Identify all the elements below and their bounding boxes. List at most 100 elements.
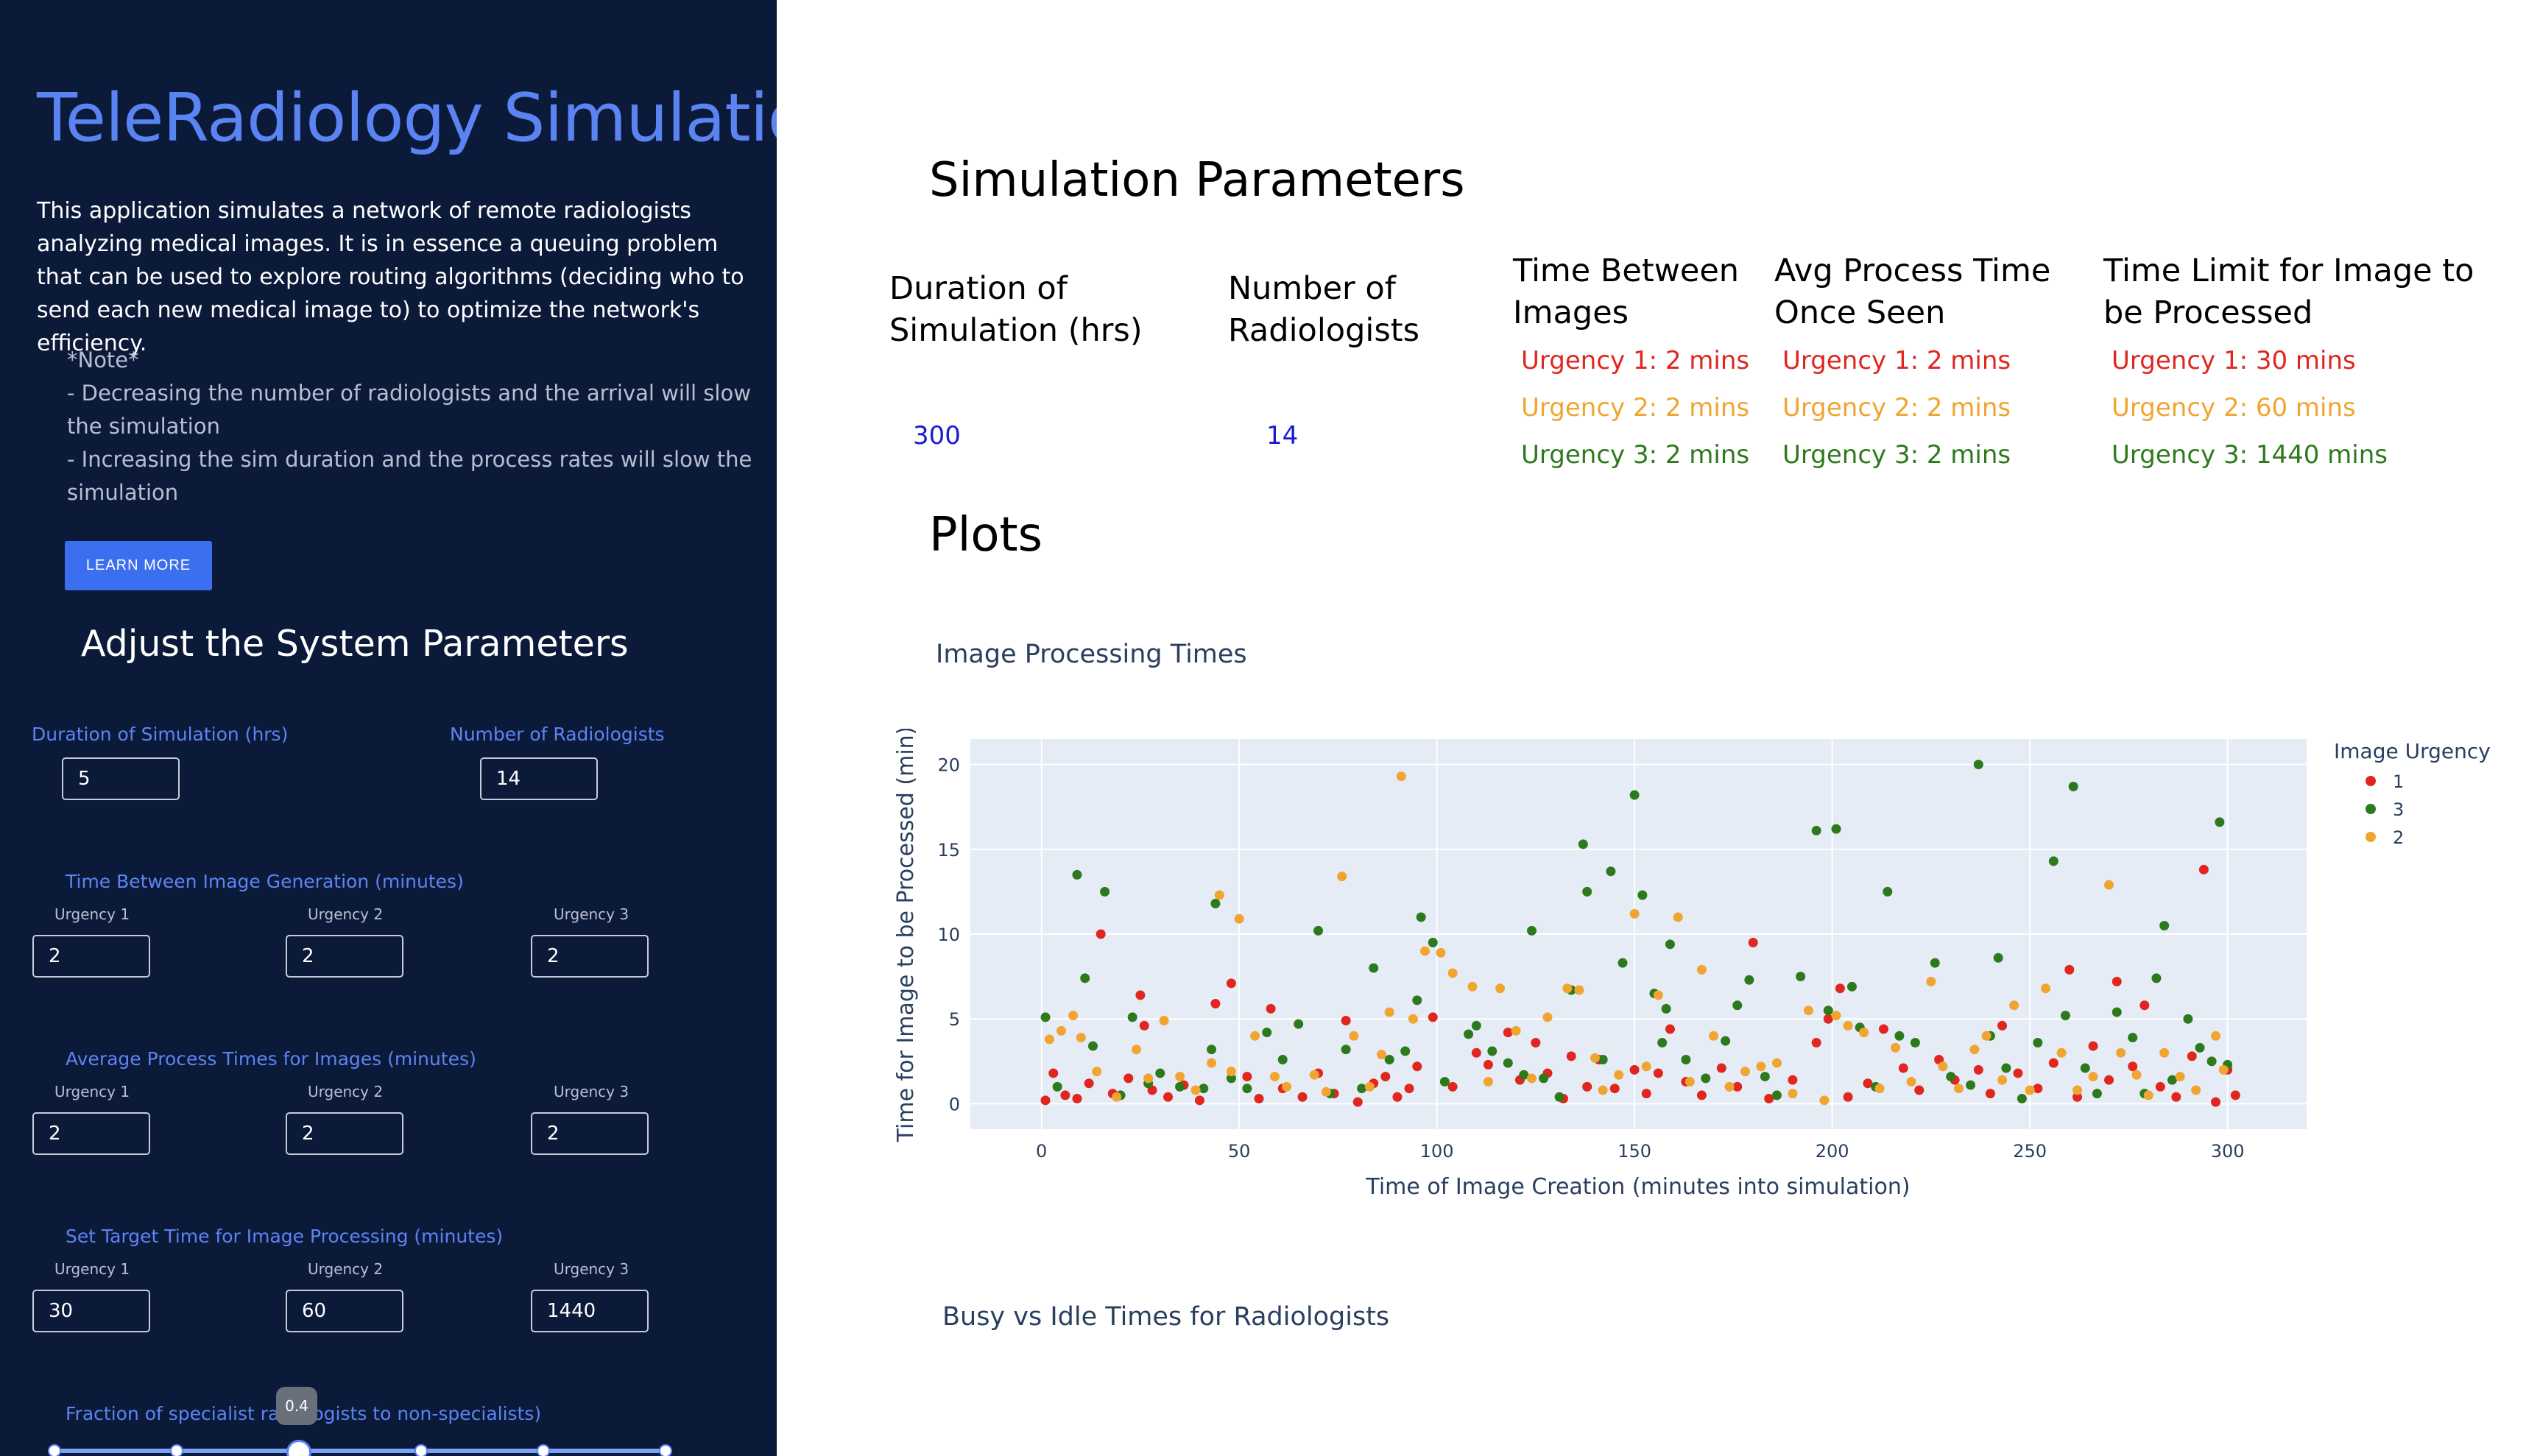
between-urgency-3-input[interactable]: 2 <box>531 935 649 978</box>
scatter-point-urgency-1 <box>1072 1094 1082 1104</box>
y-axis-label: Time for Image to be Processed (min) <box>893 729 919 1142</box>
scatter-point-urgency-2 <box>1574 985 1584 995</box>
radiologists-heading: Number of Radiologists <box>1228 270 1419 349</box>
slider-mark <box>414 1444 428 1456</box>
scatter-point-urgency-2 <box>2116 1047 2126 1058</box>
target-urgency-2-label: Urgency 2 <box>308 1260 384 1278</box>
scatter-point-urgency-1 <box>1412 1061 1422 1072</box>
target-urgency-2-input[interactable]: 60 <box>286 1290 403 1332</box>
scatter-point-urgency-2 <box>1542 1012 1553 1022</box>
process-urgency-3-input[interactable]: 2 <box>531 1112 649 1155</box>
simulation-parameters-title: Simulation Parameters <box>929 153 1465 208</box>
scatter-point-urgency-3 <box>1732 1000 1743 1011</box>
target-urgency-1-label: Urgency 1 <box>54 1260 130 1278</box>
scatter-point-urgency-1 <box>2112 977 2122 987</box>
scatter-point-urgency-2 <box>2143 1090 2153 1100</box>
x-tick-label: 200 <box>1816 1141 1849 1162</box>
scatter-point-urgency-3 <box>2159 920 2170 930</box>
scatter-point-urgency-2 <box>1447 968 1458 978</box>
scatter-point-urgency-2 <box>2159 1047 2170 1058</box>
scatter-point-urgency-2 <box>1684 1076 1695 1086</box>
x-axis-label: Time of Image Creation (minutes into sim… <box>1365 1174 1910 1200</box>
scatter-point-urgency-1 <box>1531 1037 1541 1047</box>
legend-marker-urgency-2 <box>2366 832 2376 842</box>
scatter-point-urgency-3 <box>1554 1092 1564 1102</box>
scatter-point-urgency-2 <box>1056 1025 1067 1036</box>
scatter-point-urgency-2 <box>1629 908 1640 919</box>
scatter-point-urgency-1 <box>1696 1090 1707 1100</box>
scatter-point-urgency-1 <box>1985 1089 1995 1099</box>
scatter-point-urgency-3 <box>2151 973 2162 983</box>
scatter-point-urgency-3 <box>1210 899 1221 909</box>
target-urgency-3-input[interactable]: 1440 <box>531 1290 649 1332</box>
process-urgency-1-input[interactable]: 2 <box>32 1112 150 1155</box>
scatter-point-urgency-2 <box>1076 1033 1086 1043</box>
scatter-point-urgency-2 <box>1831 1011 1841 1021</box>
scatter-point-urgency-2 <box>1598 1085 1608 1095</box>
limit-urgency-1: Urgency 1: 30 mins <box>2112 346 2356 375</box>
scatter-point-urgency-3 <box>1771 1090 1782 1100</box>
scatter-point-urgency-1 <box>1341 1016 1351 1026</box>
scatter-point-urgency-1 <box>1352 1097 1363 1107</box>
process-label: Average Process Times for Images (minute… <box>66 1048 476 1070</box>
note-line-2: - Increasing the sim duration and the pr… <box>67 447 752 505</box>
scatter-point-urgency-2 <box>2056 1047 2067 1058</box>
scatter-point-urgency-2 <box>1641 1061 1651 1072</box>
between-urgency-3-label: Urgency 3 <box>554 905 629 923</box>
between-urgency-2-input[interactable]: 2 <box>286 935 403 978</box>
radiologists-input[interactable]: 14 <box>480 757 598 800</box>
target-urgency-3-label: Urgency 3 <box>554 1260 629 1278</box>
scatter-point-urgency-2 <box>1207 1058 1217 1068</box>
scatter-point-urgency-3 <box>2215 817 2225 827</box>
scatter-point-urgency-2 <box>1771 1058 1782 1068</box>
scatter-point-urgency-1 <box>1210 998 1221 1008</box>
scatter-point-urgency-1 <box>1764 1094 1774 1104</box>
scatter-point-urgency-1 <box>1898 1063 1908 1073</box>
x-tick-label: 300 <box>2211 1141 2245 1162</box>
fraction-slider-handle[interactable] <box>286 1440 311 1456</box>
x-tick-label: 250 <box>2013 1141 2047 1162</box>
scatter-point-urgency-1 <box>1811 1037 1821 1047</box>
limit-urgency-3: Urgency 3: 1440 mins <box>2112 440 2388 470</box>
scatter-point-urgency-2 <box>1819 1095 1830 1106</box>
plot-1-title: Image Processing Times <box>936 640 1247 669</box>
between-urgency-1-input[interactable]: 2 <box>32 935 150 978</box>
scatter-point-urgency-2 <box>1938 1061 1948 1072</box>
scatter-point-urgency-3 <box>2048 856 2059 866</box>
scatter-point-urgency-3 <box>1439 1076 1450 1086</box>
scatter-point-urgency-1 <box>1863 1078 1873 1089</box>
scatter-point-urgency-3 <box>1277 1055 1288 1065</box>
scatter-point-urgency-3 <box>1400 1046 1411 1056</box>
process-urgency-2-input[interactable]: 2 <box>286 1112 403 1155</box>
duration-input[interactable]: 5 <box>62 757 180 800</box>
scatter-point-urgency-3 <box>1681 1055 1691 1065</box>
scatter-chart[interactable]: 0 50 100 150 200 250 300 0 5 10 15 20 Time of Imag… <box>876 729 2540 1229</box>
fraction-slider-track[interactable] <box>53 1449 664 1453</box>
legend-marker-urgency-1 <box>2366 776 2376 786</box>
scatter-point-urgency-1 <box>2230 1090 2240 1100</box>
scatter-point-urgency-1 <box>1040 1095 1051 1106</box>
y-tick-label: 20 <box>937 755 960 776</box>
scatter-point-urgency-2 <box>1112 1092 1122 1102</box>
scatter-point-urgency-2 <box>1788 1089 1798 1099</box>
scatter-point-urgency-2 <box>1562 983 1573 994</box>
scatter-point-urgency-3 <box>1910 1037 1920 1047</box>
process-urgency-3-label: Urgency 3 <box>554 1083 629 1100</box>
scatter-point-urgency-3 <box>1080 973 1090 983</box>
scatter-point-urgency-3 <box>1155 1068 1165 1078</box>
scatter-point-urgency-2 <box>1953 1084 1964 1094</box>
scatter-point-urgency-3 <box>1175 1081 1185 1092</box>
target-urgency-1-input[interactable]: 30 <box>32 1290 150 1332</box>
between-urgency-2-label: Urgency 2 <box>308 905 384 923</box>
between-urgency-1-label: Urgency 1 <box>54 905 130 923</box>
scatter-point-urgency-3 <box>1930 958 1940 968</box>
scatter-point-urgency-3 <box>1357 1084 1367 1094</box>
scatter-point-urgency-3 <box>1966 1080 1976 1090</box>
learn-more-button[interactable]: LEARN MORE <box>65 541 212 590</box>
scatter-point-urgency-2 <box>1495 983 1506 994</box>
scatter-point-urgency-3 <box>1618 958 1628 968</box>
scatter-point-urgency-2 <box>1891 1042 1901 1053</box>
process-urgency-3: Urgency 3: 2 mins <box>1782 440 2011 470</box>
scatter-point-urgency-3 <box>1519 1070 1529 1080</box>
scatter-point-urgency-3 <box>1384 1055 1394 1065</box>
